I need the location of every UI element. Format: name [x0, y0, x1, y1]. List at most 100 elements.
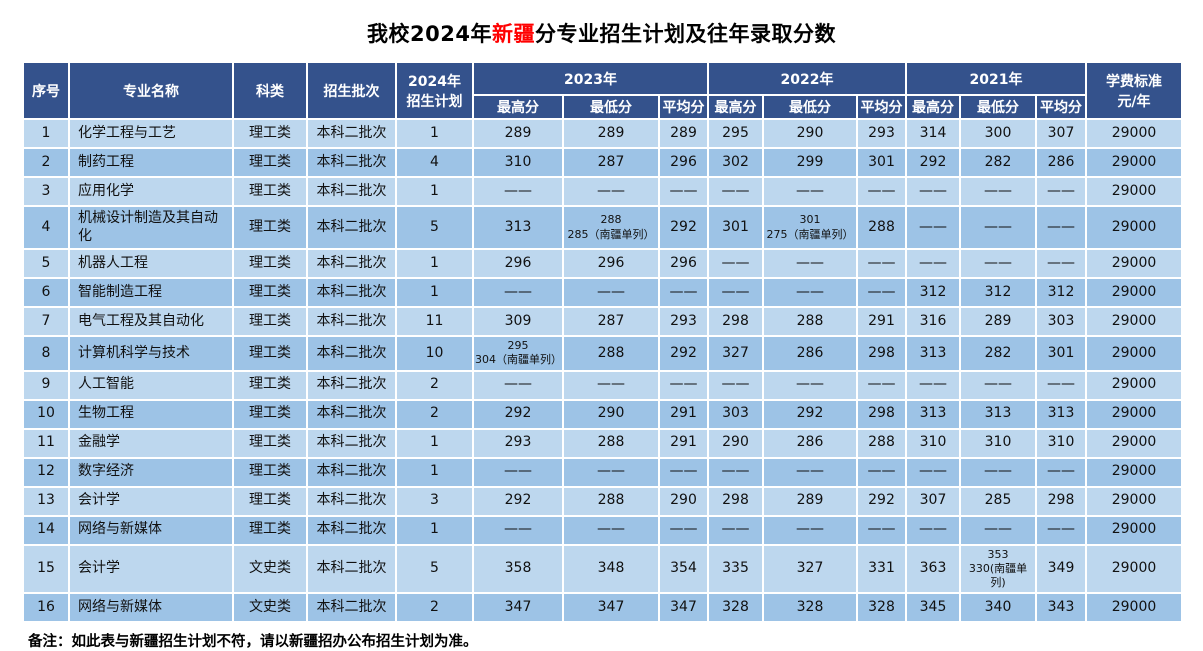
plan-cell: 5: [395, 205, 474, 250]
score-2023-avg: 354: [658, 543, 709, 595]
score-2023-max: 292: [472, 398, 564, 430]
score-2023-avg: ——: [658, 176, 709, 207]
tuition-cell: 29000: [1085, 176, 1183, 207]
score-2022-min: 290: [762, 118, 858, 149]
table-row: 11 金融学 理工类 本科二批次 1 293 288 291 290 286 288 310 310 31…: [22, 427, 1183, 459]
score-2023-avg: 291: [658, 398, 709, 430]
score-2023-max: 293: [472, 427, 564, 459]
major-cell: 计算机科学与技术: [68, 335, 234, 372]
table-row: 12 数字经济 理工类 本科二批次 1 —— —— —— —— —— —— —— —— —— 29000: [22, 456, 1183, 488]
seq-cell: 6: [22, 277, 70, 308]
score-2021-avg: ——: [1035, 456, 1087, 488]
score-2023-min: ——: [562, 277, 660, 308]
header-2023-avg: 平均分: [658, 94, 709, 120]
major-cell: 数字经济: [68, 456, 234, 488]
score-2021-avg: 312: [1035, 277, 1087, 308]
score-2022-max: 327: [707, 335, 764, 372]
score-2022-avg: ——: [856, 176, 907, 207]
category-cell: 理工类: [232, 514, 308, 546]
header-2022-max: 最高分: [707, 94, 764, 120]
score-2021-max: 316: [905, 306, 961, 337]
seq-cell: 13: [22, 485, 70, 517]
score-2021-avg: ——: [1035, 514, 1087, 546]
header-tuition-line1: 学费标准: [1106, 73, 1162, 90]
score-2021-avg: 349: [1035, 543, 1087, 595]
score-2023-avg: 290: [658, 485, 709, 517]
batch-cell: 本科二批次: [306, 118, 397, 149]
seq-cell: 11: [22, 427, 70, 459]
title-highlight: 新疆: [491, 22, 535, 46]
plan-cell: 1: [395, 514, 474, 546]
plan-cell: 11: [395, 306, 474, 337]
score-2023-avg: 347: [658, 592, 709, 624]
seq-cell: 3: [22, 176, 70, 207]
score-2021-avg: 286: [1035, 147, 1087, 178]
score-2021-max: 307: [905, 485, 961, 517]
major-cell: 网络与新媒体: [68, 514, 234, 546]
score-2021-max: 313: [905, 335, 961, 372]
score-2023-max: ——: [472, 176, 564, 207]
score-2021-avg: 310: [1035, 427, 1087, 459]
tuition-cell: 29000: [1085, 456, 1183, 488]
table-row: 7 电气工程及其自动化 理工类 本科二批次 11 309 287 293 298 288 291 31…: [22, 306, 1183, 337]
batch-cell: 本科二批次: [306, 248, 397, 279]
table-row: 2 制药工程 理工类 本科二批次 4 310 287 296 302 299 301 292 282 28…: [22, 147, 1183, 178]
score-2021-min: 310: [959, 427, 1037, 459]
category-cell: 理工类: [232, 369, 308, 401]
score-2021-max: 363: [905, 543, 961, 595]
batch-cell: 本科二批次: [306, 592, 397, 624]
plan-cell: 1: [395, 427, 474, 459]
score-2022-avg: ——: [856, 248, 907, 279]
score-2022-max: 290: [707, 427, 764, 459]
score-2022-max: ——: [707, 277, 764, 308]
category-cell: 理工类: [232, 176, 308, 207]
score-2021-min: 300: [959, 118, 1037, 149]
header-major: 专业名称: [68, 61, 234, 120]
score-2022-avg: ——: [856, 514, 907, 546]
score-2021-avg: 298: [1035, 485, 1087, 517]
score-2023-min: 287: [562, 147, 660, 178]
header-tuition-line2: 元/年: [1117, 93, 1151, 110]
category-cell: 理工类: [232, 205, 308, 250]
plan-cell: 1: [395, 277, 474, 308]
header-2021-min: 最低分: [959, 94, 1037, 120]
header-2022-avg: 平均分: [856, 94, 907, 120]
score-2023-avg: ——: [658, 369, 709, 401]
score-2021-min: 282: [959, 335, 1037, 372]
page-title: 我校2024年新疆分专业招生计划及往年录取分数: [22, 18, 1181, 48]
plan-cell: 1: [395, 456, 474, 488]
score-2021-max: 310: [905, 427, 961, 459]
score-2021-max: 345: [905, 592, 961, 624]
table-body: 1 化学工程与工艺 理工类 本科二批次 1 289 289 289 295 290 293 314 30…: [22, 118, 1183, 624]
major-cell: 会计学: [68, 485, 234, 517]
score-2021-min: 340: [959, 592, 1037, 624]
seq-cell: 15: [22, 543, 70, 595]
score-2022-min: ——: [762, 369, 858, 401]
score-2023-max: 347: [472, 592, 564, 624]
category-cell: 理工类: [232, 248, 308, 279]
title-suffix: 分专业招生计划及往年录取分数: [534, 22, 836, 46]
score-2023-avg: ——: [658, 456, 709, 488]
batch-cell: 本科二批次: [306, 485, 397, 517]
score-2023-avg: 296: [658, 147, 709, 178]
tuition-cell: 29000: [1085, 398, 1183, 430]
table-row: 10 生物工程 理工类 本科二批次 2 292 290 291 303 292 298 313 313 3…: [22, 398, 1183, 430]
tuition-cell: 29000: [1085, 485, 1183, 517]
score-2022-avg: 298: [856, 335, 907, 372]
score-2023-min: ——: [562, 456, 660, 488]
score-2022-min: 328: [762, 592, 858, 624]
table-row: 8 计算机科学与技术 理工类 本科二批次 10 295 304（南疆单列） 288 292 327…: [22, 335, 1183, 372]
score-2022-avg: 331: [856, 543, 907, 595]
batch-cell: 本科二批次: [306, 514, 397, 546]
score-2023-avg: 292: [658, 335, 709, 372]
score-2023-min: 296: [562, 248, 660, 279]
plan-cell: 4: [395, 147, 474, 178]
category-cell: 理工类: [232, 456, 308, 488]
major-cell: 机械设计制造及其自动化: [68, 205, 234, 250]
score-2021-max: ——: [905, 248, 961, 279]
score-2021-avg: ——: [1035, 369, 1087, 401]
major-cell: 智能制造工程: [68, 277, 234, 308]
table-row: 14 网络与新媒体 理工类 本科二批次 1 —— —— —— —— —— —— —— —— —— 29000: [22, 514, 1183, 546]
score-2022-avg: ——: [856, 277, 907, 308]
score-2021-min: ——: [959, 205, 1037, 250]
